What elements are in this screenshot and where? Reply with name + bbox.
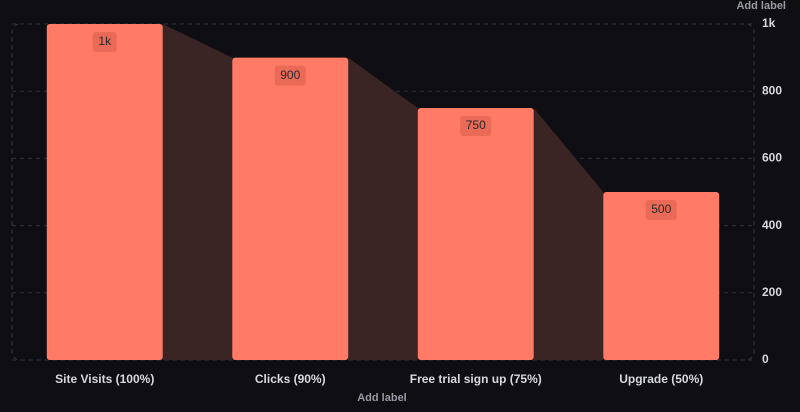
funnel-connector bbox=[348, 57, 418, 360]
x-tick-label: Upgrade (50%) bbox=[619, 372, 703, 386]
x-tick-label: Clicks (90%) bbox=[255, 372, 326, 386]
funnel-connector bbox=[162, 24, 233, 360]
y-tick-label: 0 bbox=[762, 352, 769, 366]
y-tick-label: 1k bbox=[762, 16, 776, 30]
y-tick-label: 600 bbox=[762, 151, 782, 165]
value-label: 1k bbox=[98, 34, 112, 48]
value-label: 500 bbox=[651, 202, 671, 216]
y-tick-label: 800 bbox=[762, 83, 782, 97]
value-label-bg bbox=[645, 200, 677, 220]
value-label-bg bbox=[92, 32, 117, 52]
bar bbox=[417, 108, 534, 360]
value-label-bg bbox=[460, 116, 492, 136]
bar bbox=[603, 192, 720, 360]
value-label-bg bbox=[274, 65, 306, 86]
bar bbox=[46, 24, 163, 360]
funnel-connector bbox=[533, 108, 604, 360]
bar bbox=[232, 57, 349, 360]
y-axis-label: Add label bbox=[736, 0, 786, 12]
x-tick-label: Site Visits (100%) bbox=[55, 372, 154, 386]
value-label: 750 bbox=[466, 118, 486, 132]
value-label: 900 bbox=[280, 68, 300, 82]
x-tick-label: Free trial sign up (75%) bbox=[410, 372, 542, 386]
y-tick-label: 200 bbox=[762, 285, 782, 299]
y-tick-label: 400 bbox=[762, 218, 782, 232]
x-axis-label: Add label bbox=[357, 392, 407, 404]
